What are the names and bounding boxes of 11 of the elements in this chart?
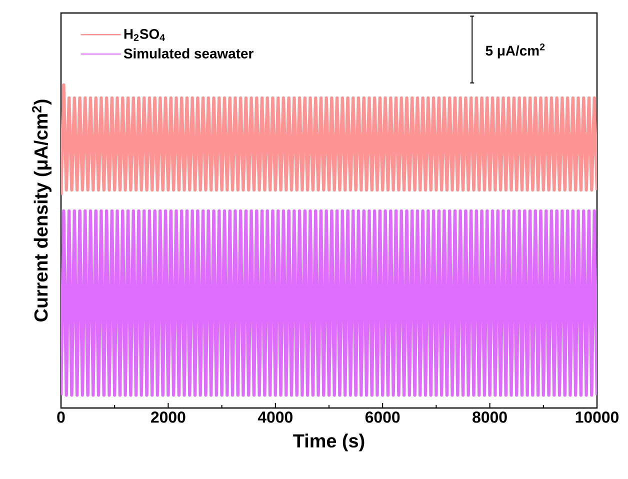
legend-label: Simulated seawater [124,48,254,58]
x-tick-label: 2000 [151,412,186,423]
x-tick-label: 0 [57,412,65,423]
x-tick-label: 4000 [258,412,292,423]
y-axis-title: Current density (μA/cm$^{2}$) [32,100,52,322]
x-axis-title: Time (s) [293,434,364,452]
x-tick-label: 6000 [365,412,400,423]
legend-label: H$_{2}$SO$_{4}$ [124,29,165,41]
text: 5 μA/cm$^{2}$ [486,43,545,58]
x-tick-label: 10000 [576,412,618,423]
x-tick-label: 8000 [472,412,507,423]
